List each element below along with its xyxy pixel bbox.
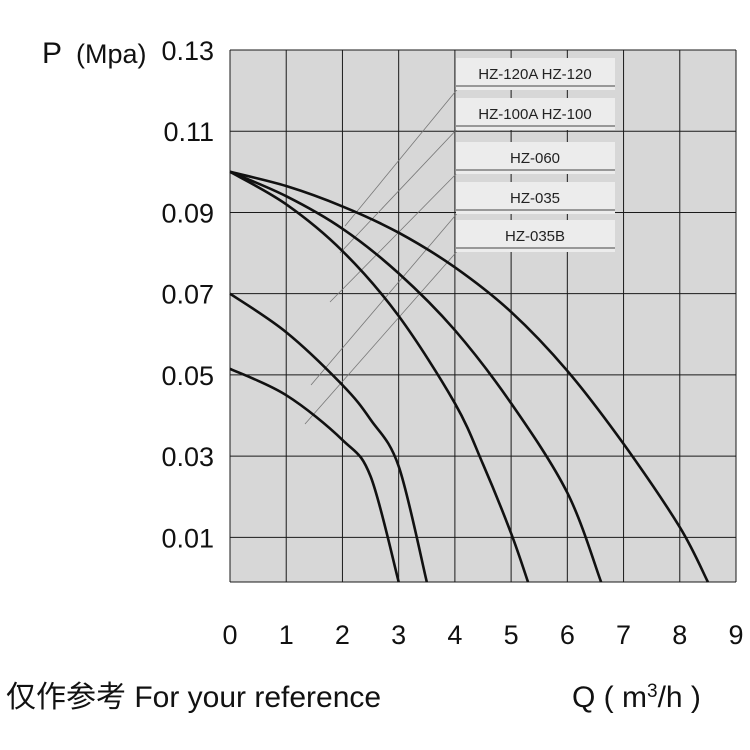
x-axis-title: Q ( m3/h ) <box>572 681 701 714</box>
x-tick-label-3: 3 <box>391 620 406 650</box>
x-tick-label-8: 8 <box>672 620 687 650</box>
x-tick-label-7: 7 <box>616 620 631 650</box>
x-tick-labels: 0 1 2 3 4 5 6 7 8 9 <box>222 620 743 650</box>
grid <box>229 49 737 583</box>
legend-box-3 <box>456 182 615 214</box>
legend-label-4: HZ-035B <box>505 228 565 245</box>
x-tick-label-2: 2 <box>335 620 350 650</box>
y-tick-label-2: 0.09 <box>161 198 214 228</box>
legend-box-2 <box>456 142 615 174</box>
series-curve-3 <box>229 292 429 583</box>
legend-leader-1 <box>339 125 461 254</box>
x-tick-label-5: 5 <box>504 620 519 650</box>
x-tick-label-1: 1 <box>279 620 294 650</box>
y-tick-label-4: 0.05 <box>161 361 214 391</box>
y-tick-label-1: 0.11 <box>163 117 214 147</box>
x-tick-label-0: 0 <box>222 620 237 650</box>
y-tick-label-0: 0.13 <box>161 36 214 66</box>
legend-box-4 <box>456 220 615 252</box>
series-curve-4 <box>229 367 400 583</box>
y-tick-label-3: 0.07 <box>161 280 214 310</box>
legend: HZ-120A HZ-120 HZ-100A HZ-100 HZ-060 HZ-035… <box>456 58 615 252</box>
y-tick-labels: 0.13 0.11 0.09 0.07 0.05 0.03 0.01 <box>161 36 214 553</box>
legend-leader-4 <box>304 247 461 425</box>
y-tick-label-5: 0.03 <box>161 442 214 472</box>
legend-label-2: HZ-060 <box>510 150 560 167</box>
legend-label-0: HZ-120A HZ-120 <box>478 66 591 83</box>
series-curves <box>229 170 710 583</box>
series-curve-2 <box>229 170 530 583</box>
legend-leader-2 <box>329 169 461 303</box>
plot-background <box>230 50 736 582</box>
y-tick-label-6: 0.01 <box>161 523 214 553</box>
footnote: 仅作参考 For your reference <box>6 681 381 714</box>
legend-box-0 <box>456 58 615 90</box>
legend-box-1 <box>456 98 615 130</box>
x-tick-label-9: 9 <box>728 620 743 650</box>
x-axis-title-sup: 3 <box>647 681 658 702</box>
series-curve-1 <box>229 170 603 583</box>
y-axis-unit: (Mpa) <box>76 39 147 69</box>
legend-label-3: HZ-035 <box>510 190 560 207</box>
x-tick-label-6: 6 <box>560 620 575 650</box>
legend-leader-0 <box>344 85 461 227</box>
x-axis-title-prefix: Q ( m <box>572 681 647 714</box>
y-axis-symbol: P <box>42 37 62 70</box>
x-tick-label-4: 4 <box>447 620 462 650</box>
x-axis-title-suffix: /h ) <box>658 681 701 714</box>
legend-label-1: HZ-100A HZ-100 <box>478 106 591 123</box>
series-curve-0 <box>229 170 710 583</box>
